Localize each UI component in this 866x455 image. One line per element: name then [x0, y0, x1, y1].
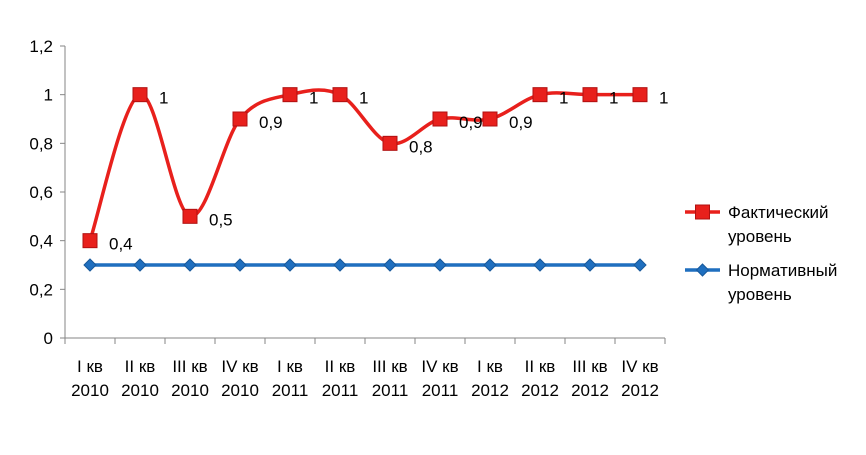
data-label: 1 — [159, 89, 168, 108]
data-label: 0,4 — [109, 235, 133, 254]
data-point-square — [132, 87, 148, 103]
legend: Фактический уровень Нормативный уровень — [685, 203, 837, 304]
y-tick-label: 0,8 — [29, 134, 53, 153]
x-tick-label: IV кв — [421, 357, 458, 376]
data-point-square — [182, 208, 198, 224]
data-label: 1 — [659, 89, 668, 108]
series-line — [88, 88, 640, 242]
legend-label: уровень — [728, 227, 792, 246]
x-tick-label: I кв — [77, 357, 103, 376]
legend-item-normative: Нормативный уровень — [685, 261, 837, 304]
x-tick-label: I кв — [477, 357, 503, 376]
data-point-square — [382, 135, 398, 151]
data-point-diamond — [633, 258, 647, 272]
data-label: 0,9 — [459, 113, 483, 132]
data-point-diamond — [483, 258, 497, 272]
data-label: 1 — [559, 89, 568, 108]
y-tick-label: 1 — [44, 86, 53, 105]
data-point-diamond — [333, 258, 347, 272]
x-tick-label: 2010 — [121, 381, 159, 400]
y-tick-label: 1,2 — [29, 37, 53, 56]
y-tick-label: 0,4 — [29, 232, 53, 251]
x-tick-label: III кв — [172, 357, 207, 376]
data-point-diamond — [383, 258, 397, 272]
x-tick-label: II кв — [325, 357, 356, 376]
data-label: 1 — [609, 89, 618, 108]
data-point-diamond — [183, 258, 197, 272]
data-label: 0,8 — [409, 137, 433, 156]
legend-marker-square — [695, 204, 710, 220]
data-point-square — [332, 87, 348, 103]
data-label: 0,9 — [509, 113, 533, 132]
x-tick-label: 2011 — [322, 381, 359, 400]
data-point-diamond — [133, 258, 147, 272]
axes: 0 0,2 0,4 0,6 0,8 1 1,2 I кв 2010 II кв 2010 III кв… — [29, 37, 666, 400]
data-label: 0,5 — [209, 210, 233, 229]
x-tick-label: 2011 — [272, 381, 309, 400]
series-normative — [83, 258, 647, 272]
data-label: 1 — [309, 89, 318, 108]
x-tick-label: III кв — [572, 357, 607, 376]
x-tick-label: 2011 — [372, 381, 409, 400]
data-point-square — [282, 87, 298, 103]
x-tick-label: 2012 — [571, 381, 609, 400]
x-tick-label: 2011 — [422, 381, 459, 400]
legend-item-actual: Фактический уровень — [685, 203, 829, 246]
data-point-diamond — [433, 258, 447, 272]
data-point-square — [432, 111, 448, 127]
x-tick-label: III кв — [372, 357, 407, 376]
data-point-diamond — [533, 258, 547, 272]
x-tick-label: 2010 — [171, 381, 209, 400]
legend-label: уровень — [728, 285, 792, 304]
data-point-square — [232, 111, 248, 127]
x-tick-label: IV кв — [221, 357, 258, 376]
data-labels: 0,4 1 0,5 0,9 1 1 0,8 0,9 0,9 1 1 1 — [109, 89, 668, 254]
data-point-square — [632, 87, 648, 103]
legend-marker-diamond — [695, 263, 710, 277]
y-tick-label: 0,2 — [29, 280, 53, 299]
data-label: 0,9 — [259, 113, 283, 132]
series-layer — [82, 87, 648, 272]
x-tick-label: II кв — [125, 357, 156, 376]
x-tick-label: 2012 — [621, 381, 659, 400]
x-tick-label: IV кв — [621, 357, 658, 376]
y-tick-label: 0 — [44, 329, 53, 348]
x-tick-label: II кв — [525, 357, 556, 376]
series-actual — [82, 87, 648, 249]
x-tick-label: 2012 — [521, 381, 559, 400]
x-tick-label: I кв — [277, 357, 303, 376]
data-point-diamond — [283, 258, 297, 272]
legend-label: Фактический — [728, 203, 829, 222]
data-label: 1 — [359, 89, 368, 108]
data-point-diamond — [83, 258, 97, 272]
y-tick-label: 0,6 — [29, 183, 53, 202]
data-point-square — [532, 87, 548, 103]
data-point-diamond — [233, 258, 247, 272]
x-tick-label: 2012 — [471, 381, 509, 400]
x-tick-label: 2010 — [221, 381, 259, 400]
legend-label: Нормативный — [728, 261, 837, 280]
data-point-square — [482, 111, 498, 127]
data-point-square — [82, 233, 98, 249]
data-point-square — [582, 87, 598, 103]
x-tick-label: 2010 — [71, 381, 109, 400]
data-point-diamond — [583, 258, 597, 272]
